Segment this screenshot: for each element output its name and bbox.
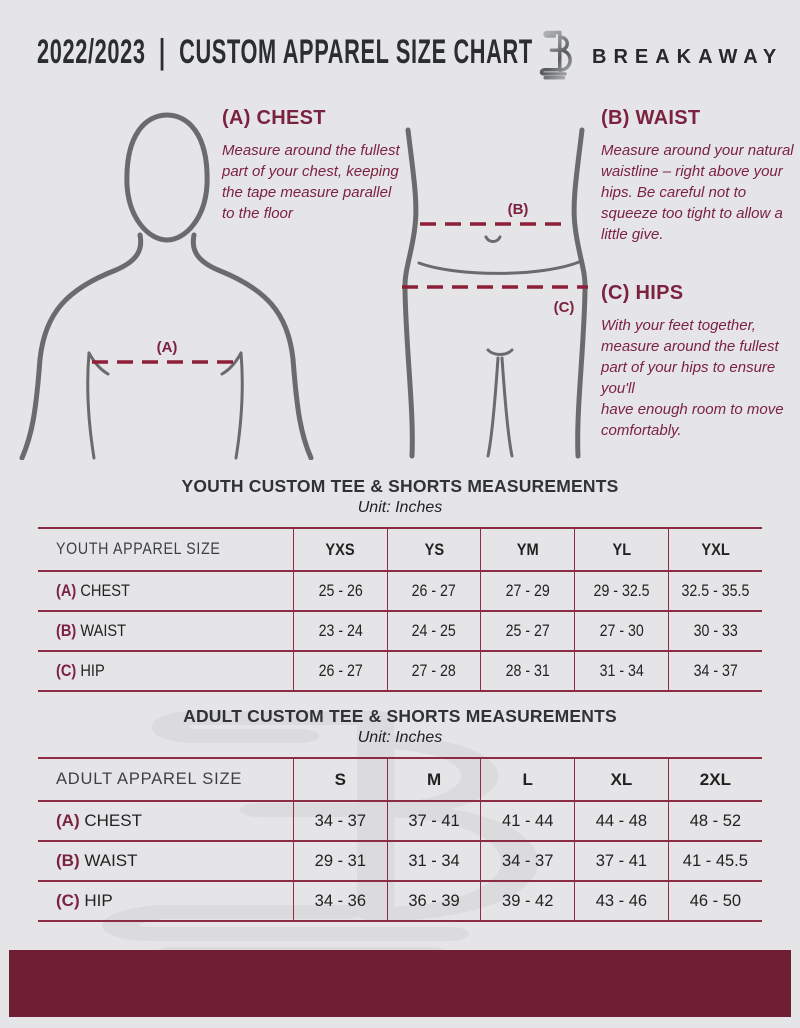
size-column-header: L — [480, 758, 575, 802]
size-column-header: M — [386, 758, 481, 802]
measurement-cell: 44 - 48 — [574, 801, 669, 842]
measurement-cell: 25 - 26 — [293, 571, 388, 612]
measurement-cell: 31 - 34 — [574, 651, 669, 692]
hips-heading: (C) HIPS — [601, 282, 684, 304]
row-label: (A) CHEST — [38, 571, 294, 612]
waist-heading: (B) WAIST — [601, 107, 701, 129]
measurement-cell: 27 - 30 — [574, 611, 669, 652]
youth-section-title: YOUTH CUSTOM TEE & SHORTS MEASUREMENTS — [181, 476, 619, 496]
chest-measure-label: (A) — [157, 339, 178, 356]
measurement-cell: 29 - 32.5 — [574, 571, 669, 612]
measurement-cell: 48 - 52 — [667, 801, 762, 842]
measurement-cell: 28 - 31 — [480, 651, 575, 692]
hips-instruction-text: With your feet together, measure around … — [601, 317, 784, 439]
waist-measure-label: (B) — [508, 201, 529, 218]
size-column-header: YS — [386, 528, 481, 572]
table-corner-header: ADULT APPAREL SIZE — [38, 758, 294, 802]
table-row: (C) HIP 26 - 27 27 - 28 28 - 31 31 - 34 34 - … — [38, 651, 762, 692]
row-label: (C) HIP — [38, 881, 294, 922]
brand-name: BREAKAWAY — [592, 46, 784, 68]
measurement-cell: 26 - 27 — [386, 571, 481, 612]
measurement-cell: 34 - 37 — [293, 801, 388, 842]
row-label: (B) WAIST — [38, 841, 294, 882]
row-label: (B) WAIST — [38, 611, 294, 652]
measurement-cell: 27 - 28 — [386, 651, 481, 692]
measurement-cell: 37 - 41 — [386, 801, 481, 842]
measurement-cell: 36 - 39 — [386, 881, 481, 922]
breakaway-logo-icon — [539, 30, 572, 80]
size-column-header: 2XL — [667, 758, 762, 802]
chest-instruction-text: Measure around the fullest part of your … — [222, 142, 400, 222]
waist-hips-figure-diagram: (B) (C) — [402, 127, 588, 459]
measurement-cell: 41 - 45.5 — [667, 841, 762, 882]
size-column-header: YXS — [293, 528, 388, 572]
row-label: (C) HIP — [38, 651, 294, 692]
measurement-cell: 24 - 25 — [386, 611, 481, 652]
size-column-header: YL — [574, 528, 669, 572]
size-column-header: YM — [480, 528, 575, 572]
youth-unit-label: Unit: Inches — [357, 499, 443, 516]
measurement-cell: 39 - 42 — [480, 881, 575, 922]
size-column-header: XL — [574, 758, 669, 802]
page-title: 2022/2023 | CUSTOM APPAREL SIZE CHART — [37, 33, 533, 71]
measurement-cell: 37 - 41 — [574, 841, 669, 882]
row-label: (A) CHEST — [38, 801, 294, 842]
measurement-cell: 31 - 34 — [386, 841, 481, 882]
measurement-cell: 43 - 46 — [574, 881, 669, 922]
measurement-cell: 46 - 50 — [667, 881, 762, 922]
measurement-cell: 34 - 37 — [480, 841, 575, 882]
waist-instruction-text: Measure around your natural waistline – … — [601, 142, 794, 243]
table-corner-header: YOUTH APPAREL SIZE — [38, 528, 294, 572]
size-column-header: S — [293, 758, 388, 802]
footer-bar — [9, 950, 791, 1017]
measurement-cell: 27 - 29 — [480, 571, 575, 612]
chest-heading: (A) CHEST — [222, 107, 326, 129]
youth-size-table: YOUTH APPAREL SIZE YXS YS YM YL YXL (A) CHEST 2… — [38, 527, 762, 692]
chest-instruction: (A) CHEST Measure around the fullest par… — [222, 107, 402, 224]
hips-measure-label: (C) — [554, 299, 575, 316]
table-row: (B) WAIST 29 - 31 31 - 34 34 - 37 37 - 41 41 … — [38, 841, 762, 882]
table-row: (B) WAIST 23 - 24 24 - 25 25 - 27 27 - 30 30 … — [38, 611, 762, 652]
adult-section-title: ADULT CUSTOM TEE & SHORTS MEASUREMENTS — [183, 706, 617, 726]
measurement-cell: 23 - 24 — [293, 611, 388, 652]
hips-instruction: (C) HIPS With your feet together, measur… — [601, 282, 796, 441]
measurement-cell: 30 - 33 — [667, 611, 762, 652]
measurement-cell: 32.5 - 35.5 — [667, 571, 762, 612]
size-column-header: YXL — [667, 528, 762, 572]
waist-instruction: (B) WAIST Measure around your natural wa… — [601, 107, 796, 245]
table-row: (A) CHEST 25 - 26 26 - 27 27 - 29 29 - 32.5 3… — [38, 571, 762, 612]
chest-figure-diagram: (A) — [19, 112, 314, 460]
measurement-cell: 34 - 36 — [293, 881, 388, 922]
adult-size-table: ADULT APPAREL SIZE S M L XL 2XL (A) CHEST 34 - … — [38, 757, 762, 922]
measurement-cell: 25 - 27 — [480, 611, 575, 652]
measurement-cell: 29 - 31 — [293, 841, 388, 882]
measurement-cell: 26 - 27 — [293, 651, 388, 692]
measurement-cell: 41 - 44 — [480, 801, 575, 842]
table-row: (C) HIP 34 - 36 36 - 39 39 - 42 43 - 46 46 - … — [38, 881, 762, 922]
adult-unit-label: Unit: Inches — [357, 729, 443, 746]
table-row: (A) CHEST 34 - 37 37 - 41 41 - 44 44 - 48 48 … — [38, 801, 762, 842]
measurement-cell: 34 - 37 — [667, 651, 762, 692]
